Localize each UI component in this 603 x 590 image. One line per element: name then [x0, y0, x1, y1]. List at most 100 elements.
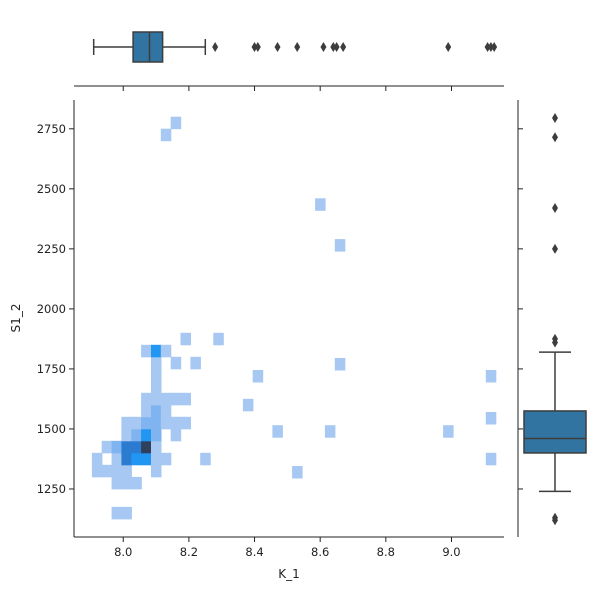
- histogram-cell: [111, 440, 123, 454]
- histogram-cell: [160, 404, 172, 418]
- histogram-cell: [141, 440, 152, 454]
- histogram-cell: [170, 428, 182, 442]
- histogram-cell: [160, 416, 172, 430]
- x-tick-label: 8.0: [114, 545, 132, 559]
- histogram-cell: [91, 464, 103, 478]
- histogram-cell: [141, 392, 152, 406]
- y-tick-label: 1250: [37, 482, 66, 496]
- histogram-cell: [131, 452, 142, 466]
- histogram-cell: [151, 368, 162, 382]
- outlier-marker: [552, 243, 558, 254]
- joint-axes: 8.0 8.2 8.4 8.6 8.8 9.0 1250 1500 1750 2000 2250 2…: [37, 100, 504, 559]
- histogram-cell: [180, 392, 191, 406]
- x-tick-label: 8.2: [180, 545, 198, 559]
- histogram-cell: [334, 239, 346, 252]
- histogram-cell: [151, 428, 162, 442]
- histogram-cell: [213, 332, 224, 346]
- histogram-cell: [141, 428, 152, 442]
- box: [132, 31, 164, 63]
- histogram-cell: [141, 452, 152, 466]
- histogram-cell: [160, 128, 172, 142]
- histogram-cell: [141, 344, 152, 358]
- histogram-cell: [121, 476, 132, 490]
- outlier-marker: [552, 512, 558, 523]
- histogram-cell: [141, 416, 152, 430]
- x-axis-label: K_1: [278, 567, 300, 581]
- x-tick-label: 8.6: [311, 545, 329, 559]
- histogram-cell: [141, 404, 152, 418]
- histogram-cell: [91, 452, 103, 466]
- histogram-cell: [121, 416, 132, 430]
- marginal-x-boxplot: [74, 31, 504, 91]
- outlier-marker: [294, 42, 301, 52]
- histogram-cell: [160, 344, 172, 358]
- outlier-marker: [320, 42, 327, 52]
- y-tick-label: 2250: [37, 242, 66, 256]
- x-tick-label: 8.8: [377, 545, 395, 559]
- outlier-marker: [330, 42, 337, 52]
- histogram-cell: [121, 452, 132, 466]
- histogram-cell: [151, 464, 162, 478]
- histogram-cell: [190, 356, 201, 370]
- histogram-cell: [160, 452, 172, 466]
- histogram-cell: [151, 452, 162, 466]
- histogram-cell: [292, 466, 303, 479]
- histogram-cell: [151, 404, 162, 418]
- outlier-marker: [552, 113, 558, 124]
- x-tick-label: 9.0: [442, 545, 460, 559]
- histogram-cell: [200, 452, 211, 466]
- outlier-marker: [487, 42, 494, 52]
- outlier-marker: [445, 42, 452, 52]
- histogram-cell: [485, 452, 497, 466]
- histogram-cell: [242, 398, 254, 412]
- histogram-cell: [315, 198, 326, 211]
- histogram-cell: [334, 358, 346, 371]
- histogram-cell: [272, 425, 283, 438]
- histogram-cell: [151, 440, 162, 454]
- histogram-cell: [101, 464, 113, 478]
- outlier-marker: [340, 42, 347, 52]
- outlier-marker: [552, 132, 558, 143]
- outlier-marker: [552, 203, 558, 214]
- histogram-cell: [151, 392, 162, 406]
- histogram-cell: [170, 416, 182, 430]
- histogram-cell: [170, 116, 182, 130]
- y-tick-label: 1750: [37, 362, 66, 376]
- histogram-cell: [131, 428, 142, 442]
- y-ticks: 1250 1500 1750 2000 2250 2500 2750: [37, 122, 74, 496]
- histogram-cell: [151, 356, 162, 370]
- histogram-cell: [443, 425, 454, 438]
- y-axis-label: S1_2: [9, 304, 23, 333]
- x-ticks: 8.0 8.2 8.4 8.6 8.8 9.0: [114, 537, 461, 559]
- histogram-cell: [170, 392, 182, 406]
- histogram-cell: [170, 356, 182, 370]
- histogram-cell: [160, 392, 172, 406]
- histogram-cell: [131, 476, 142, 490]
- outlier-marker: [274, 42, 281, 52]
- marginal-y-boxplot: [517, 100, 587, 537]
- histogram-cell: [180, 332, 191, 346]
- histogram-cell: [151, 380, 162, 394]
- y-tick-label: 1500: [37, 422, 66, 436]
- histogram-cell: [180, 416, 191, 430]
- outlier-marker: [552, 333, 558, 344]
- histogram-cell: [121, 440, 132, 454]
- y-tick-label: 2000: [37, 302, 66, 316]
- histogram-cell: [131, 440, 142, 454]
- y-tick-label: 2750: [37, 122, 66, 136]
- histogram-cell: [151, 344, 162, 358]
- y-tick-label: 2500: [37, 182, 66, 196]
- outlier-marker: [484, 42, 491, 52]
- outlier-marker: [333, 42, 340, 52]
- histogram-cell: [485, 370, 497, 383]
- outlier-marker: [491, 42, 498, 52]
- outlier-marker: [212, 42, 219, 52]
- histogram-cell: [121, 506, 132, 520]
- box: [523, 410, 587, 454]
- histogram-cell: [101, 440, 113, 454]
- x-tick-label: 8.4: [245, 545, 263, 559]
- outlier-marker: [254, 42, 261, 52]
- histogram-cell: [111, 452, 123, 466]
- histogram-cell: [131, 416, 142, 430]
